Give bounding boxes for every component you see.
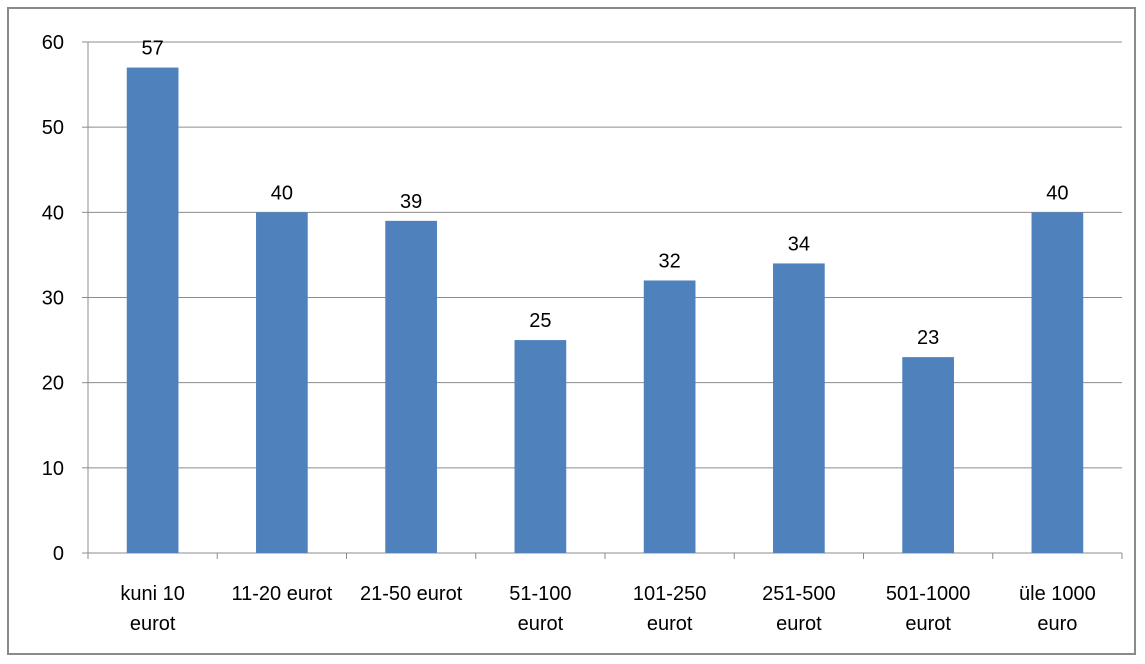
- y-tick-label: 50: [42, 117, 64, 139]
- data-label: 32: [659, 250, 681, 272]
- data-label: 40: [271, 182, 293, 204]
- data-label: 57: [142, 38, 164, 60]
- category-label: 51-100 eurot: [509, 583, 571, 635]
- data-label: 23: [917, 327, 939, 349]
- bar: [126, 67, 179, 554]
- data-label: 40: [1046, 182, 1068, 204]
- y-tick-label: 60: [42, 32, 64, 54]
- bar: [385, 220, 437, 553]
- y-tick-label: 0: [53, 543, 64, 565]
- data-label: 34: [788, 233, 810, 255]
- category-label: 101-250 eurot: [633, 583, 706, 635]
- data-label: 25: [529, 310, 551, 332]
- category-label: 251-500 eurot: [762, 583, 835, 635]
- y-tick-label: 20: [42, 373, 64, 395]
- category-label: 21-50 eurot: [360, 583, 463, 605]
- category-label: 11-20 eurot: [231, 583, 332, 605]
- bar: [773, 263, 825, 553]
- bar: [514, 340, 567, 553]
- category-label: 501-1000 eurot: [886, 583, 971, 635]
- category-label: üle 1000 euro: [1019, 583, 1096, 635]
- y-tick-label: 30: [42, 288, 64, 310]
- y-tick-label: 40: [42, 202, 64, 224]
- bar: [256, 212, 308, 554]
- bar: [1031, 212, 1084, 554]
- y-tick-label: 10: [42, 458, 64, 480]
- bar: [643, 280, 696, 553]
- category-label: kuni 10 eurot: [120, 583, 185, 635]
- data-label: 39: [400, 191, 422, 213]
- bar: [902, 357, 954, 553]
